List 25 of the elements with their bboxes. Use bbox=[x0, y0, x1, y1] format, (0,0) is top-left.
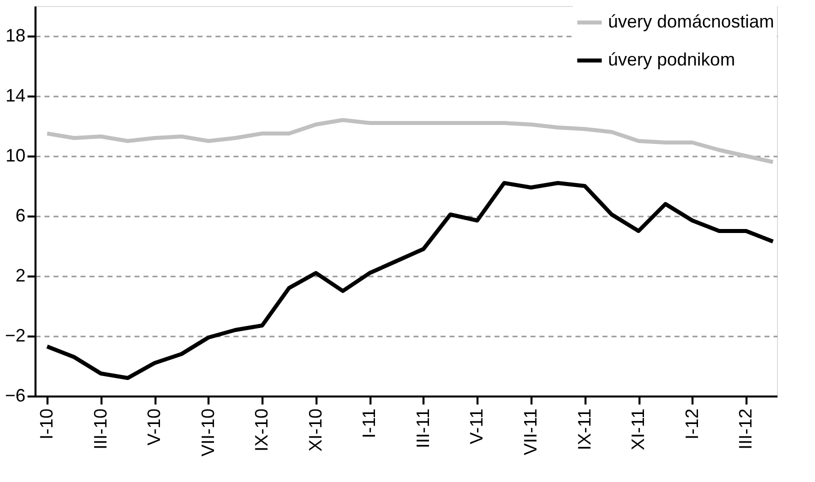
line-series bbox=[45, 181, 775, 380]
x-tick-label: VII-10 bbox=[198, 408, 218, 457]
x-tick-label: I-10 bbox=[36, 408, 57, 440]
x-tick-label: XI-10 bbox=[305, 408, 326, 452]
x-tick-label: V-11 bbox=[466, 408, 487, 444]
x-tick-label: III-10 bbox=[90, 408, 110, 450]
x-tick-label: I-12 bbox=[682, 408, 702, 440]
legend-label: úvery domácnostiam bbox=[608, 12, 774, 32]
x-tick-label: VII-11 bbox=[520, 408, 541, 456]
y-tick-label: 6 bbox=[15, 206, 26, 226]
y-tick-label: −6 bbox=[4, 386, 26, 406]
y-tick-label: −2 bbox=[4, 326, 26, 346]
y-tick-label: 14 bbox=[5, 86, 26, 106]
x-tick-label: I-11 bbox=[359, 408, 380, 438]
x-tick-label: IX-11 bbox=[574, 408, 594, 450]
y-tick-label: 10 bbox=[5, 146, 26, 166]
y-tick-label: 2 bbox=[15, 266, 26, 286]
x-tick-label: IX-10 bbox=[252, 408, 272, 452]
line-series bbox=[45, 118, 775, 164]
x-tick-label: III-11 bbox=[412, 408, 433, 448]
x-tick-label: III-12 bbox=[736, 408, 756, 450]
y-tick-label: 18 bbox=[5, 26, 26, 46]
x-tick-label: V-10 bbox=[144, 408, 164, 446]
legend-label: úvery podnikom bbox=[608, 50, 736, 70]
x-tick-label: XI-11 bbox=[628, 408, 648, 450]
